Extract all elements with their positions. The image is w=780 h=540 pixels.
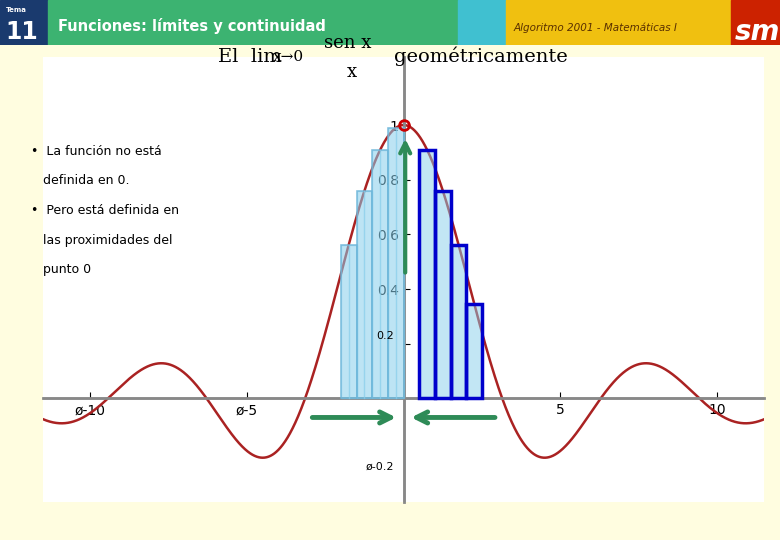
Bar bbox=[341, 245, 356, 399]
Text: sen x: sen x bbox=[324, 34, 371, 52]
Bar bbox=[372, 150, 388, 399]
Bar bbox=[435, 191, 451, 399]
Text: 11: 11 bbox=[5, 20, 37, 44]
Bar bbox=[372, 150, 388, 399]
Text: Tema: Tema bbox=[6, 7, 27, 13]
Text: x→0: x→0 bbox=[273, 50, 304, 64]
Text: 0.2: 0.2 bbox=[377, 331, 394, 341]
Bar bbox=[388, 128, 404, 399]
Text: las proximidades del: las proximidades del bbox=[31, 234, 172, 247]
Bar bbox=[0, 0, 48, 45]
Text: geométricamente: geométricamente bbox=[394, 47, 568, 66]
Bar bbox=[388, 128, 404, 399]
Bar bbox=[466, 304, 482, 399]
Text: sm: sm bbox=[735, 18, 780, 46]
Bar bbox=[435, 191, 451, 399]
Text: •  Pero está definida en: • Pero está definida en bbox=[31, 204, 179, 217]
Bar bbox=[341, 245, 356, 399]
Text: Funciones: límites y continuidad: Funciones: límites y continuidad bbox=[58, 18, 326, 34]
Bar bbox=[420, 150, 435, 399]
Bar bbox=[506, 0, 731, 45]
Text: Algoritmo 2001 - Matemáticas I: Algoritmo 2001 - Matemáticas I bbox=[514, 22, 678, 33]
Bar bbox=[731, 0, 780, 45]
Bar bbox=[458, 0, 506, 45]
Bar bbox=[356, 191, 372, 399]
Bar bbox=[356, 191, 372, 399]
Bar bbox=[466, 304, 482, 399]
Text: definida en 0.: definida en 0. bbox=[31, 174, 129, 187]
Bar bbox=[451, 245, 466, 399]
Bar bbox=[48, 0, 458, 45]
Bar bbox=[420, 150, 435, 399]
Text: ø-0.2: ø-0.2 bbox=[366, 462, 394, 471]
Text: El  lim: El lim bbox=[218, 48, 282, 66]
Text: IMAGEN FINAL: IMAGEN FINAL bbox=[601, 479, 709, 492]
Text: x: x bbox=[347, 63, 357, 81]
Bar bbox=[451, 245, 466, 399]
Text: •  La función no está: • La función no está bbox=[31, 145, 162, 158]
Text: punto 0: punto 0 bbox=[31, 264, 91, 276]
